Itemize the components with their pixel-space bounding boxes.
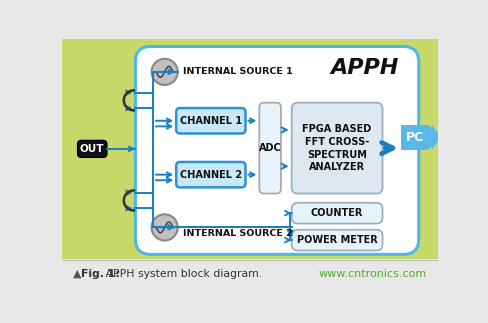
FancyBboxPatch shape <box>292 103 383 193</box>
FancyBboxPatch shape <box>401 125 432 150</box>
FancyBboxPatch shape <box>292 230 383 251</box>
Bar <box>62 259 438 287</box>
Text: www.cntronics.com: www.cntronics.com <box>319 269 427 279</box>
Text: PC: PC <box>406 131 424 144</box>
Text: APPH: APPH <box>331 58 399 78</box>
Text: ADC: ADC <box>259 143 282 153</box>
FancyBboxPatch shape <box>259 103 281 193</box>
FancyBboxPatch shape <box>176 108 245 133</box>
Text: CHANNEL 1: CHANNEL 1 <box>180 116 242 126</box>
FancyBboxPatch shape <box>292 203 383 224</box>
Text: FPGA BASED
FFT CROSS-
SPECTRUM
ANALYZER: FPGA BASED FFT CROSS- SPECTRUM ANALYZER <box>303 124 372 172</box>
Text: Fig. 1:: Fig. 1: <box>81 269 120 279</box>
Bar <box>62 39 438 259</box>
Polygon shape <box>432 125 441 150</box>
Circle shape <box>152 59 178 85</box>
Bar <box>401 125 426 150</box>
Text: INTERNAL SOURCE 2: INTERNAL SOURCE 2 <box>183 229 293 238</box>
Text: POWER METER: POWER METER <box>297 235 378 245</box>
Text: INTERNAL SOURCE 1: INTERNAL SOURCE 1 <box>183 68 293 76</box>
Text: CHANNEL 2: CHANNEL 2 <box>180 170 242 180</box>
Text: APPH system block diagram.: APPH system block diagram. <box>102 269 263 279</box>
FancyBboxPatch shape <box>135 47 419 254</box>
FancyBboxPatch shape <box>78 141 107 157</box>
Circle shape <box>152 214 178 241</box>
Text: ▲: ▲ <box>73 269 81 279</box>
FancyBboxPatch shape <box>176 162 245 187</box>
Text: COUNTER: COUNTER <box>311 208 363 218</box>
Text: OUT: OUT <box>80 144 104 154</box>
